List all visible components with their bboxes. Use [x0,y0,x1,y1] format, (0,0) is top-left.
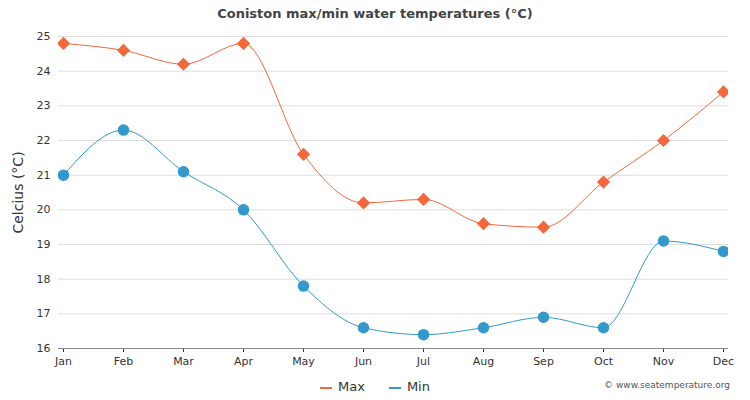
svg-text:23: 23 [37,99,51,112]
html-text:Min: Min [406,379,430,394]
html-text:Coniston max/min water tempera: Coniston max/min water temperatures (°C) [217,6,533,21]
svg-text:24: 24 [37,65,51,78]
svg-text:Mar: Mar [173,355,194,368]
svg-text:21: 21 [37,169,51,182]
svg-text:May: May [292,355,315,368]
svg-text:Sep: Sep [533,355,554,368]
svg-text:Apr: Apr [234,355,254,368]
svg-text:Nov: Nov [653,355,675,368]
svg-text:25: 25 [37,30,51,43]
svg-text:16: 16 [37,342,51,355]
svg-text:Jan: Jan [54,355,72,368]
html-text:© www.seatemperature.org: © www.seatemperature.org [604,380,730,390]
svg-text:Dec: Dec [713,355,734,368]
svg-text:18: 18 [37,273,51,286]
svg-text:Jun: Jun [354,355,372,368]
svg-text:Celcius (°C): Celcius (°C) [10,151,26,233]
svg-text:20: 20 [37,203,51,216]
svg-text:Aug: Aug [473,355,494,368]
svg-text:Oct: Oct [594,355,614,368]
svg-text:Jul: Jul [416,355,430,368]
html-text:Max: Max [338,379,365,394]
svg-text:Feb: Feb [114,355,133,368]
svg-text:17: 17 [37,307,51,320]
svg-text:22: 22 [37,134,51,147]
svg-text:19: 19 [37,238,51,251]
